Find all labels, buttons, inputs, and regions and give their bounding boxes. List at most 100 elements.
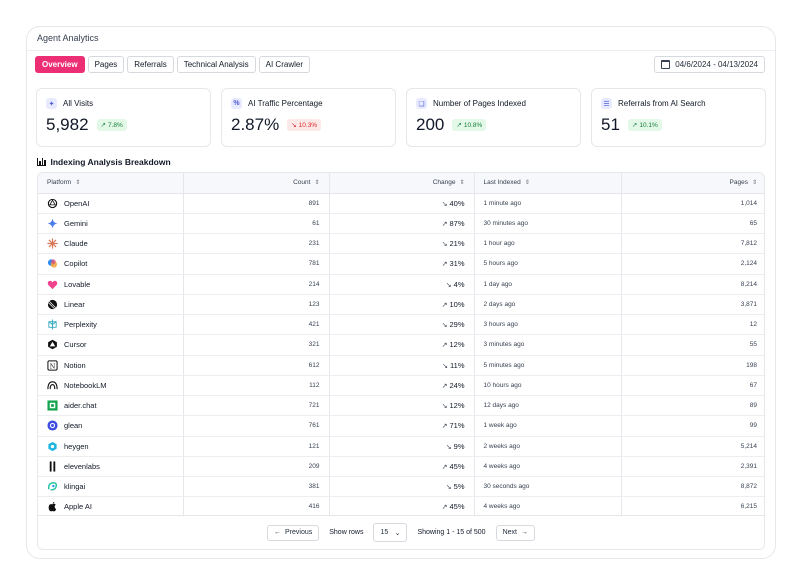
platform-name: klingai bbox=[64, 482, 86, 492]
table-row[interactable]: NotebookLM 112 ↗ 24% 10 hours ago 67 bbox=[38, 375, 764, 397]
platform-name: glean bbox=[64, 421, 83, 431]
cell-platform: Claude bbox=[38, 233, 184, 255]
trend-up-icon: ↗ bbox=[441, 382, 448, 390]
header-platform[interactable]: Platform ⇕ bbox=[38, 173, 184, 194]
cell-last-indexed: 3 hours ago bbox=[474, 314, 622, 336]
stat-ai-traffic-percentage: % AI Traffic Percentage 2.87% ↘ 10.3% bbox=[221, 88, 396, 147]
previous-button[interactable]: ← Previous bbox=[267, 524, 320, 541]
linear-logo-icon bbox=[47, 299, 58, 310]
table-row[interactable]: heygen 121 ↘ 9% 2 weeks ago 5,214 bbox=[38, 436, 764, 457]
cell-platform: Apple AI bbox=[38, 496, 184, 518]
tab-pages[interactable]: Pages bbox=[87, 56, 125, 73]
trend-up-icon: ↗ bbox=[441, 463, 448, 471]
cell-last-indexed: 5 hours ago bbox=[474, 253, 622, 275]
next-button[interactable]: Next → bbox=[495, 524, 535, 541]
table-row[interactable]: aider.chat 721 ↘ 12% 12 days ago 89 bbox=[38, 395, 764, 417]
platform-name: aider.chat bbox=[64, 401, 97, 411]
platform-name: Copilot bbox=[64, 259, 88, 269]
trend-down-icon: ↘ bbox=[445, 443, 452, 451]
header-count[interactable]: Count ⇕ bbox=[183, 173, 330, 194]
stats-row: ✦ All Visits 5,982 ↗ 7.8% % AI Traffic Perc… bbox=[36, 88, 766, 147]
cell-change: ↘ 40% bbox=[329, 193, 475, 214]
cell-count: 321 bbox=[183, 334, 330, 356]
platform-name: elevenlabs bbox=[64, 461, 100, 471]
header-change[interactable]: Change ⇕ bbox=[329, 173, 475, 194]
date-range-text: 04/6/2024 - 04/13/2024 bbox=[675, 60, 758, 69]
lovable-logo-icon bbox=[47, 279, 58, 290]
date-range-picker[interactable]: 04/6/2024 - 04/13/2024 bbox=[654, 56, 765, 73]
cell-platform: Lovable bbox=[38, 274, 184, 295]
table-row[interactable]: N Notion 612 ↘ 11% 5 minutes ago 198 bbox=[38, 355, 764, 376]
trend-value: 10.1% bbox=[639, 121, 658, 129]
notion-logo-icon: N bbox=[47, 360, 58, 371]
apple-logo-icon bbox=[47, 501, 58, 512]
table-row[interactable]: Claude 231 ↘ 21% 1 hour ago 7,812 bbox=[38, 233, 764, 255]
cell-pages: 67 bbox=[621, 375, 764, 397]
platform-name: Notion bbox=[64, 360, 86, 370]
cell-last-indexed: 1 day ago bbox=[474, 274, 622, 295]
trend-up-icon: ↗ bbox=[441, 504, 448, 512]
cell-count: 61 bbox=[183, 213, 330, 235]
tab-referrals[interactable]: Referrals bbox=[127, 56, 174, 73]
cell-change: ↗ 24% bbox=[329, 375, 475, 397]
svg-text:N: N bbox=[50, 362, 56, 370]
pages-icon: ❏ bbox=[416, 98, 427, 109]
tab-technical-analysis[interactable]: Technical Analysis bbox=[176, 56, 256, 73]
table-row[interactable]: Gemini 61 ↗ 87% 30 minutes ago 65 bbox=[38, 213, 764, 235]
cell-last-indexed: 4 weeks ago bbox=[474, 456, 622, 478]
elevenlabs-logo-icon bbox=[47, 461, 58, 472]
aider-logo-icon bbox=[47, 400, 58, 411]
arrow-right-icon: → bbox=[520, 529, 528, 536]
cell-last-indexed: 2 days ago bbox=[474, 294, 622, 316]
table-row[interactable]: elevenlabs 209 ↗ 45% 4 weeks ago 2,391 bbox=[38, 456, 764, 478]
tab-ai-crawler[interactable]: AI Crawler bbox=[258, 56, 310, 73]
app-title: Agent Analytics bbox=[27, 27, 775, 51]
table-row[interactable]: Lovable 214 ↘ 4% 1 day ago 8,214 bbox=[38, 274, 764, 295]
cell-platform: klingai bbox=[38, 476, 184, 498]
cell-count: 721 bbox=[183, 395, 330, 417]
cell-last-indexed: 2 weeks ago bbox=[474, 436, 622, 457]
cell-last-indexed: 10 hours ago bbox=[474, 375, 622, 397]
table-row[interactable]: OpenAI 891 ↘ 40% 1 minute ago 1,014 bbox=[38, 193, 764, 214]
platform-name: Gemini bbox=[64, 218, 88, 228]
cell-count: 421 bbox=[183, 314, 330, 336]
cell-count: 381 bbox=[183, 476, 330, 498]
cell-count: 781 bbox=[183, 253, 330, 275]
tab-overview[interactable]: Overview bbox=[35, 56, 85, 73]
cell-change: ↘ 11% bbox=[329, 355, 475, 376]
tab-bar: Overview Pages Referrals Technical Analy… bbox=[35, 56, 310, 73]
rows-per-page-select[interactable]: 15 ⌄ bbox=[373, 523, 408, 542]
table-row[interactable]: glean 761 ↗ 71% 1 week ago 99 bbox=[38, 415, 764, 437]
cell-platform: Gemini bbox=[38, 213, 184, 235]
sort-icon: ⇕ bbox=[751, 180, 757, 187]
trend-value: 10.8% bbox=[463, 121, 483, 129]
cell-pages: 7,812 bbox=[621, 233, 764, 255]
trend-down-icon: ↘ bbox=[441, 200, 448, 208]
trend-up-icon: ↗ bbox=[441, 220, 448, 228]
cell-last-indexed: 1 minute ago bbox=[474, 193, 622, 214]
platform-name: Lovable bbox=[64, 279, 91, 289]
cell-pages: 12 bbox=[621, 314, 764, 336]
table-row[interactable]: Apple AI 416 ↗ 45% 4 weeks ago 6,215 bbox=[38, 496, 764, 518]
cursor-logo-icon bbox=[47, 339, 58, 350]
trend-badge: ↗ 7.8% bbox=[96, 119, 127, 131]
cell-pages: 1,014 bbox=[621, 193, 764, 214]
cell-pages: 5,214 bbox=[621, 436, 764, 457]
cell-platform: Perplexity bbox=[38, 314, 184, 336]
table-row[interactable]: Cursor 321 ↗ 12% 3 minutes ago 55 bbox=[38, 334, 764, 356]
cell-pages: 198 bbox=[621, 355, 764, 376]
cell-change: ↗ 71% bbox=[329, 415, 475, 437]
chevron-down-icon: ⌄ bbox=[394, 529, 401, 537]
header-pages[interactable]: Pages ⇕ bbox=[621, 173, 764, 194]
cell-count: 761 bbox=[183, 415, 330, 437]
table-row[interactable]: Linear 123 ↗ 10% 2 days ago 3,871 bbox=[38, 294, 764, 316]
sparkle-icon: ✦ bbox=[46, 98, 57, 109]
cell-last-indexed: 30 minutes ago bbox=[474, 213, 622, 235]
table-row[interactable]: Perplexity 421 ↘ 29% 3 hours ago 12 bbox=[38, 314, 764, 336]
table-row[interactable]: klingai 381 ↘ 5% 30 seconds ago 8,872 bbox=[38, 476, 764, 498]
table-row[interactable]: Copilot 781 ↗ 31% 5 hours ago 2,124 bbox=[38, 253, 764, 275]
platform-name: heygen bbox=[64, 441, 89, 451]
stat-pages-indexed: ❏ Number of Pages Indexed 200 ↗ 10.8% bbox=[406, 88, 581, 147]
header-last-indexed[interactable]: Last Indexed ⇕ bbox=[474, 173, 622, 194]
trend-value: 10.3% bbox=[298, 121, 318, 129]
